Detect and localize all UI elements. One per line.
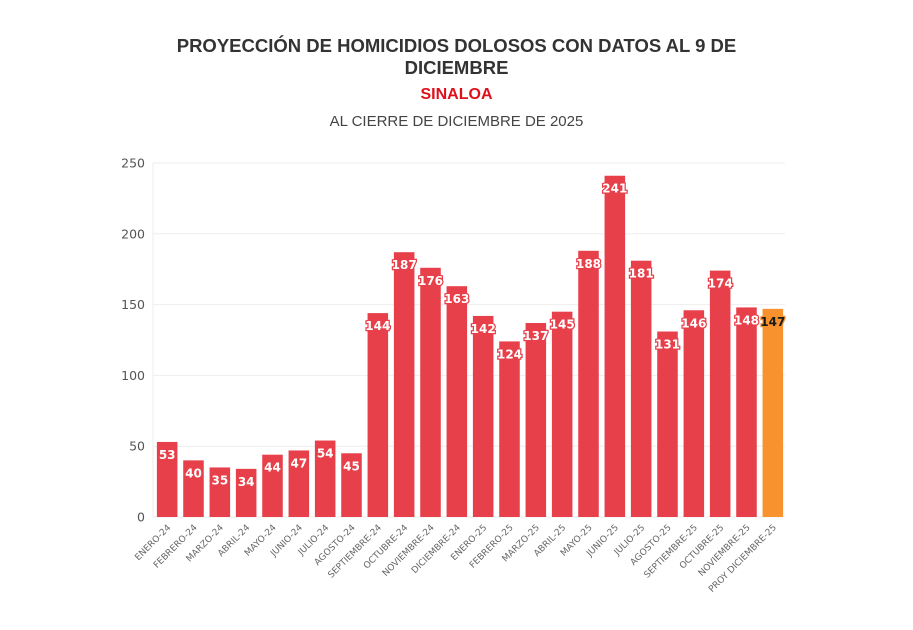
data-label: 148 — [734, 313, 759, 327]
bar — [525, 323, 547, 517]
data-label: 187 — [392, 258, 417, 272]
y-tick-label: 200 — [121, 226, 145, 241]
bar — [551, 311, 573, 517]
y-tick-label: 100 — [121, 368, 145, 383]
bar — [446, 286, 468, 517]
grid-lines — [152, 162, 785, 518]
chart-subtitle-period: AL CIERRE DE DICIEMBRE DE 2025 — [329, 113, 584, 130]
bar — [420, 267, 441, 517]
y-tick-label: 250 — [121, 156, 145, 171]
x-axis-ticks: ENERO-24FEBRERO-24MARZO-24ABRIL-24MAYO-2… — [133, 523, 779, 595]
bar — [630, 260, 652, 517]
bar — [657, 331, 678, 517]
data-label: 144 — [365, 319, 390, 333]
bar — [262, 454, 283, 517]
data-label: 181 — [629, 267, 654, 281]
data-label: 131 — [655, 338, 680, 352]
bar — [472, 315, 494, 517]
data-label: 47 — [290, 456, 307, 470]
data-label: 44 — [264, 461, 281, 475]
bar — [393, 252, 415, 517]
data-label: 241 — [602, 182, 627, 196]
data-label: 142 — [471, 322, 496, 336]
data-label: 146 — [681, 316, 706, 330]
data-label: 176 — [418, 274, 443, 288]
y-tick-label: 150 — [121, 297, 145, 312]
bars — [156, 175, 784, 518]
bar — [314, 440, 336, 517]
y-tick-label: 0 — [137, 510, 145, 525]
data-label: 163 — [444, 292, 469, 306]
data-label: 147 — [760, 315, 785, 329]
data-label: 40 — [185, 466, 202, 480]
bar — [736, 307, 757, 517]
y-tick-label: 50 — [129, 439, 145, 454]
bar — [709, 270, 731, 517]
data-label: 35 — [211, 473, 228, 487]
bar — [367, 313, 389, 517]
chart-title-line2: DICIEMBRE — [404, 57, 509, 78]
y-axis-ticks: 0 50 100 150 200 250 — [121, 156, 145, 525]
bar — [499, 341, 520, 517]
data-label: 124 — [497, 347, 522, 361]
bar-projection — [762, 308, 784, 517]
bar — [578, 250, 599, 518]
chart-title-line1: PROYECCIÓN DE HOMICIDIOS DOLOSOS CON DAT… — [176, 35, 737, 56]
data-label: 137 — [523, 329, 548, 343]
data-label: 45 — [343, 459, 360, 473]
data-label: 145 — [550, 318, 575, 332]
bar — [156, 441, 178, 517]
data-label: 34 — [238, 475, 255, 489]
bar — [604, 175, 626, 517]
data-label: 188 — [576, 257, 601, 271]
bar — [235, 468, 257, 517]
chart-title: PROYECCIÓN DE HOMICIDIOS DOLOSOS CON DAT… — [0, 35, 913, 79]
bar — [288, 450, 310, 517]
bar — [683, 310, 705, 517]
bar — [341, 453, 362, 517]
chart-subtitle-state: SINALOA — [420, 86, 493, 103]
data-label: 54 — [317, 447, 334, 461]
bar — [183, 460, 204, 517]
bar — [209, 467, 231, 517]
data-label: 53 — [159, 448, 176, 462]
data-label: 174 — [708, 277, 733, 291]
